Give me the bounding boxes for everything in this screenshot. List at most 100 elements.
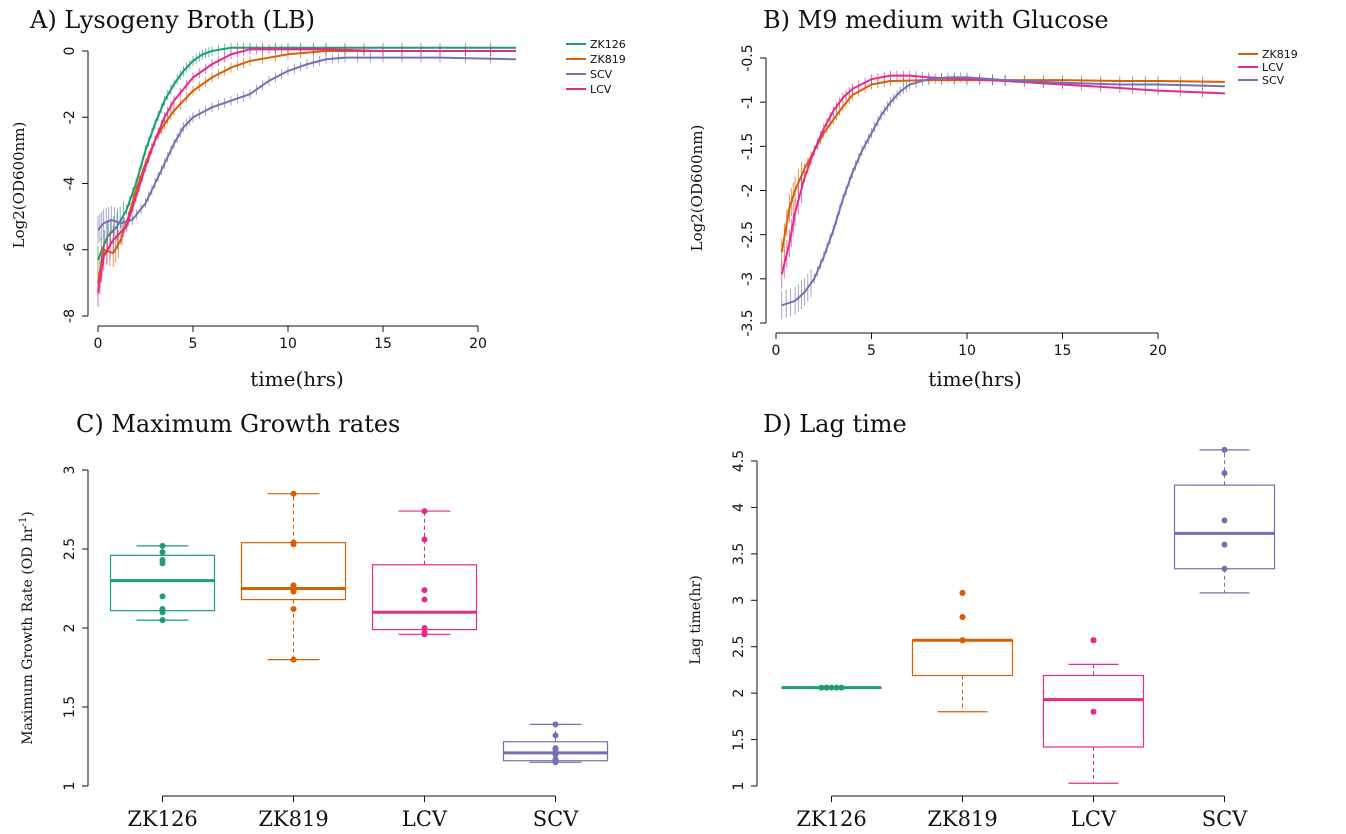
data-point [159, 606, 166, 613]
data-point [421, 536, 428, 543]
data-point [828, 684, 835, 691]
panel-b-y-tick-label: -1.5 [740, 133, 756, 160]
data-point [421, 596, 428, 603]
panel-b-xlabel: time(hrs) [928, 367, 1022, 391]
data-point [421, 587, 428, 594]
panel-b-legend-label-lcv: LCV [1262, 61, 1284, 74]
data-point [290, 539, 297, 546]
panel-a-ylabel: Log2(OD600nm) [10, 122, 28, 249]
panel-c-box-scv [502, 721, 609, 766]
panel-c-y-tick-label: 3 [62, 466, 78, 475]
panel-c-box-zk819 [240, 490, 347, 663]
panel-b-series-scv-line [781, 76, 1225, 307]
data-point [552, 745, 559, 752]
data-point [1090, 637, 1097, 644]
panel-d-y-tick-label: 1 [731, 782, 747, 791]
panel-a-x-tick-label: 20 [469, 336, 487, 352]
panel-c-y-tick-label: 1 [62, 782, 78, 791]
data-point [833, 684, 840, 691]
panel-a-series-scv-errorbars [97, 52, 492, 244]
panel-d-category-label-scv: SCV [1202, 807, 1248, 831]
data-point [421, 629, 428, 636]
data-point [290, 582, 297, 589]
data-point [159, 593, 166, 600]
panel-b-y-tick-label: -3 [740, 272, 756, 286]
panel-d-y-tick-label: 1.5 [731, 728, 747, 750]
panel-c-y-tick-label: 2 [62, 624, 78, 633]
panel-a-legend-label-zk819: ZK819 [590, 53, 626, 66]
iqr-box [1042, 674, 1145, 748]
panel-b-y-tick-label: -1 [740, 95, 756, 109]
panel-a-xlabel: time(hrs) [250, 367, 344, 391]
data-point [159, 542, 166, 549]
panel-d-box-scv [1173, 446, 1276, 594]
panel-d-category-label-zk126: ZK126 [796, 807, 866, 831]
panel-b-x-tick-label: 0 [772, 343, 781, 359]
panel-a-y-tick-label: 0 [62, 47, 78, 56]
panel-d-y-tick-label: 2 [731, 689, 747, 698]
panel-a-y-tick-label: -6 [62, 243, 78, 257]
panel-c-box-lcv [371, 508, 478, 638]
data-point [959, 589, 966, 596]
data-point [421, 508, 428, 515]
panel-b-x-tick-label: 5 [867, 343, 876, 359]
panel-b-y-tick-label: -2.5 [740, 221, 756, 248]
panel-c-category-label-zk126: ZK126 [127, 807, 197, 831]
panel-a-legend-label-lcv: LCV [590, 83, 612, 96]
panel-a-x-tick-label: 0 [94, 336, 103, 352]
panel-b-y-tick-label: -2 [740, 184, 756, 198]
panel-a-legend-label-scv: SCV [590, 68, 613, 81]
data-point [1221, 446, 1228, 453]
panel-a-series-zk819-errorbars [97, 46, 492, 297]
panel-c-y-tick-label: 1.5 [62, 696, 78, 718]
data-point [159, 557, 166, 564]
panel-a-x-tick-label: 15 [374, 336, 392, 352]
data-point [1221, 541, 1228, 548]
panel-b-series-zk819-line [780, 79, 1225, 253]
panel-b-m9-growth-curves: B) M9 medium with Glucose time(hrs) Log2… [688, 6, 1298, 391]
data-point [1090, 708, 1097, 715]
data-point [290, 656, 297, 663]
panel-c-max-growth-rate-boxplot: C) Maximum Growth rates Maximum Growth R… [18, 410, 609, 831]
panel-d-box-zk126 [781, 684, 882, 691]
panel-d-title: D) Lag time [763, 410, 907, 438]
panel-b-y-tick-label: -3.5 [740, 309, 756, 336]
data-point [959, 637, 966, 644]
panel-a-series-zk126-line [97, 46, 516, 261]
panel-b-x-tick-label: 20 [1149, 343, 1167, 359]
data-point [838, 684, 845, 691]
panel-d-lag-time-boxplot: D) Lag time Lag time(hr) ZK126 ZK819 LCV SC… [688, 410, 1276, 831]
data-point [959, 614, 966, 620]
panel-b-series-lcv-line [780, 74, 1225, 275]
panel-c-ylabel: Maximum Growth Rate (OD hr-1) [18, 511, 36, 745]
panel-a-series-scv-line [97, 56, 517, 231]
panel-d-y-tick-label: 4 [731, 503, 747, 512]
panel-a-y-tick-label: -2 [62, 110, 78, 124]
data-point [818, 684, 825, 691]
panel-a-y-tick-label: -4 [62, 176, 78, 190]
data-point [552, 756, 559, 763]
panel-a-series-zk819-line [97, 50, 516, 284]
panel-b-title: B) M9 medium with Glucose [763, 6, 1109, 34]
panel-a-series-lcv-errorbars [97, 44, 492, 307]
data-point [159, 549, 166, 556]
data-point [159, 617, 166, 624]
panel-c-box-zk126 [109, 542, 216, 624]
panel-b-x-tick-label: 10 [958, 343, 976, 359]
panel-a-lb-growth-curves: A) Lysogeny Broth (LB) time(hrs) Log2(OD… [10, 6, 626, 391]
panel-c-title: C) Maximum Growth rates [76, 410, 400, 438]
panel-d-box-lcv [1042, 637, 1145, 784]
panel-d-category-label-lcv: LCV [1071, 807, 1117, 831]
panel-c-category-label-lcv: LCV [402, 807, 448, 831]
panel-b-legend-label-scv: SCV [1262, 74, 1285, 87]
panel-d-category-label-zk819: ZK819 [927, 807, 997, 831]
panel-d-y-tick-label: 4.5 [731, 450, 747, 472]
panel-b-ylabel: Log2(OD600nm) [688, 125, 706, 252]
panel-b-legend-label-zk819: ZK819 [1262, 48, 1298, 61]
panel-a-x-tick-label: 5 [189, 336, 198, 352]
panel-a-y-tick-label: -8 [62, 309, 78, 323]
panel-b-y-tick-label: -0.5 [740, 44, 756, 71]
panel-c-category-label-scv: SCV [533, 807, 579, 831]
panel-c-y-tick-label: 2.5 [62, 538, 78, 560]
